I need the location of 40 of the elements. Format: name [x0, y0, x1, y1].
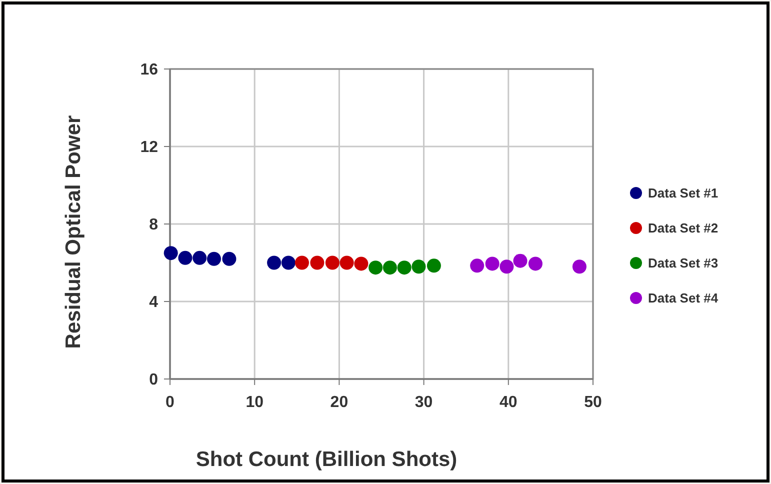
x-tick-label: 30 — [414, 394, 433, 411]
legend-label: Data Set #2 — [648, 220, 718, 236]
point — [368, 260, 383, 275]
legend-label: Data Set #3 — [648, 256, 718, 271]
point — [500, 260, 514, 274]
y-tick-label: 4 — [149, 294, 158, 312]
point — [294, 256, 309, 270]
point — [310, 256, 324, 270]
point — [528, 256, 542, 271]
point — [572, 260, 586, 274]
x-tick-label: 50 — [584, 394, 602, 411]
point — [222, 252, 236, 266]
x-tick-label: 20 — [330, 394, 348, 411]
point — [206, 252, 221, 266]
point — [513, 254, 528, 268]
point — [470, 258, 484, 273]
x-axis-title: Shot Count (Billion Shots) — [196, 448, 458, 471]
point — [412, 260, 426, 274]
point — [164, 246, 178, 260]
y-axis-title: Residual Optical Power — [62, 115, 85, 349]
y-tick-label: 16 — [140, 62, 158, 79]
y-tick-label: 8 — [149, 216, 158, 234]
x-tick-label: 40 — [500, 394, 518, 411]
point — [178, 250, 192, 265]
point — [397, 260, 412, 275]
y-tick-label: 0 — [149, 372, 158, 389]
y-tick-label: 12 — [140, 139, 158, 156]
point — [192, 250, 207, 265]
x-tick-label: 0 — [166, 394, 175, 411]
point — [485, 256, 500, 271]
point — [382, 260, 397, 275]
legend-label: Data Set #1 — [648, 186, 718, 201]
point — [267, 256, 282, 270]
legend-label: Data Set #4 — [648, 290, 719, 306]
point — [281, 256, 296, 270]
point — [340, 256, 354, 270]
x-tick-label: 10 — [246, 394, 264, 411]
point — [426, 258, 441, 273]
point — [325, 256, 340, 270]
point — [354, 256, 368, 271]
